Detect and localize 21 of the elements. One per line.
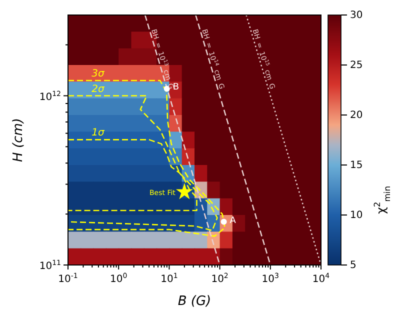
color-bar-label: 20 <box>350 110 363 122</box>
series-label: B <box>172 82 180 93</box>
series-label: 2σ <box>92 84 106 95</box>
color-bar-label: 10 <box>350 210 363 222</box>
x-tick-label: 10$^{0}$ <box>110 272 128 285</box>
x-tick-label: 10$^{2}$ <box>211 272 228 285</box>
x-tick-label: 10$^{4}$ <box>312 272 330 285</box>
x-tick-label: 10$^{-1}$ <box>58 272 78 285</box>
y-tick-label: 10$^{12}$ <box>39 90 61 103</box>
y-axis-title: H (cm) <box>11 118 26 162</box>
y-tick-label: 10$^{11}$ <box>39 259 61 272</box>
x-tick-label: 10$^{3}$ <box>262 272 279 285</box>
series-label: 1σ <box>92 128 106 139</box>
series-label: A <box>230 216 237 226</box>
color-bar-label: 30 <box>350 10 363 22</box>
series-label: 3σ <box>92 68 106 80</box>
color-bar-label: 15 <box>350 160 363 172</box>
color-bar-label: 5 <box>350 260 356 272</box>
color-bar-label: 25 <box>350 60 363 72</box>
x-tick-label: 10$^{1}$ <box>160 272 178 285</box>
x-axis-title: B (G) <box>178 294 212 309</box>
